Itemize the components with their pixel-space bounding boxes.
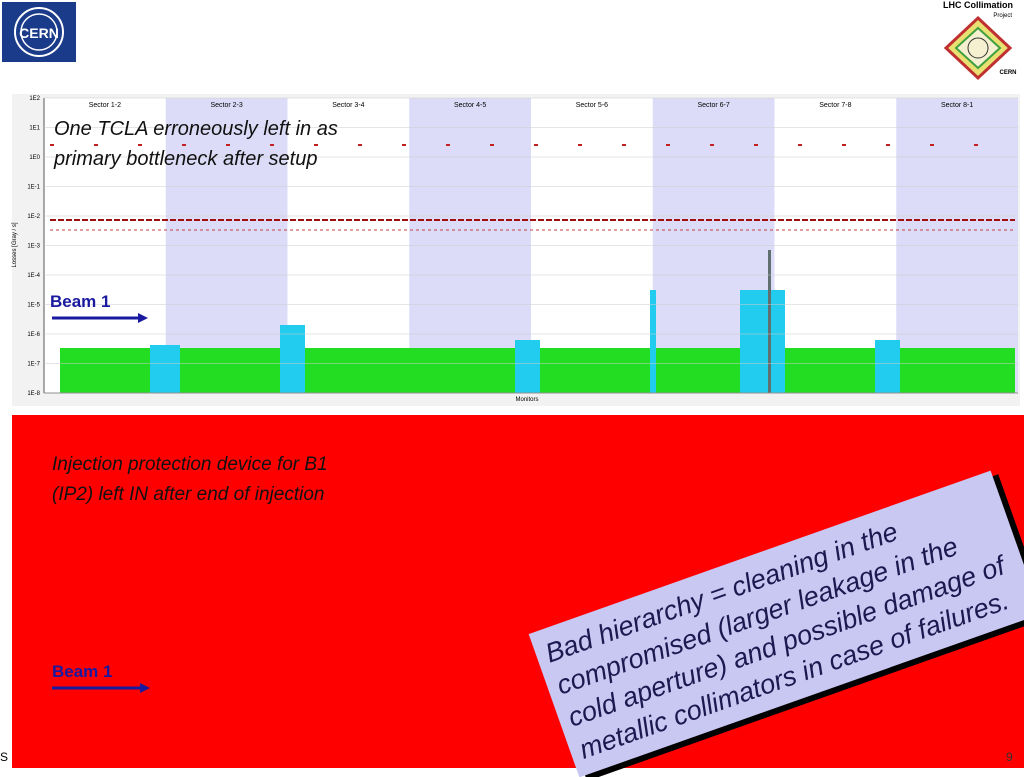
y-tick-label: 1E-4 bbox=[27, 273, 40, 279]
y-tick-label: 1E2 bbox=[29, 96, 40, 102]
beam-label: Beam 1 bbox=[52, 662, 113, 681]
logo-subtitle: Project bbox=[993, 13, 1012, 19]
y-tick-label: 1E1 bbox=[29, 126, 40, 132]
arrow-head bbox=[138, 313, 148, 323]
logo-title: LHC Collimation bbox=[943, 0, 1013, 10]
y-tick-label: 1E-3 bbox=[27, 244, 40, 250]
loss-map-annotation: One TCLA erroneously left in as primary … bbox=[54, 114, 338, 174]
cern-logo: CERN bbox=[2, 2, 76, 62]
sector-label: Sector 1-2 bbox=[89, 102, 121, 109]
logo-org: CERN bbox=[999, 70, 1016, 76]
logo-text: CERN bbox=[19, 25, 59, 41]
y-tick-label: 1E-1 bbox=[27, 185, 40, 191]
annotation-line: Injection protection device for B1 bbox=[52, 454, 328, 475]
sector-labels: Sector 1-2 Sector 2-3 Sector 3-4 Sector 4-5… bbox=[89, 102, 974, 109]
y-tick-label: 1E-8 bbox=[27, 391, 40, 397]
y-axis-label: Losses [Gray / s] bbox=[12, 222, 18, 267]
beam-label: Beam 1 bbox=[50, 292, 111, 311]
sector-label: Sector 2-3 bbox=[210, 102, 242, 109]
sector-label: Sector 3-4 bbox=[332, 102, 364, 109]
lhc-logo: LHC Collimation Project CERN bbox=[943, 0, 1017, 81]
sector-label: Sector 5-6 bbox=[576, 102, 608, 109]
sector-label: Sector 4-5 bbox=[454, 102, 486, 109]
beam-arrow bbox=[52, 683, 150, 693]
page-number: 9 bbox=[1006, 750, 1013, 764]
panel-annotation: Injection protection device for B1 (IP2)… bbox=[52, 450, 328, 510]
footer-left: S bbox=[0, 750, 9, 764]
x-axis-label: Monitors bbox=[515, 397, 538, 403]
y-tick-label: 1E0 bbox=[29, 155, 40, 161]
sector-label: Sector 7-8 bbox=[819, 102, 851, 109]
y-tick-label: 1E-5 bbox=[27, 303, 40, 309]
y-ticks: 1E2 1E1 1E0 1E-1 1E-2 1E-3 1E-4 1E-5 1E-6 1E-7 1E-… bbox=[27, 96, 1018, 397]
annotation-line: primary bottleneck after setup bbox=[54, 148, 318, 170]
y-tick-label: 1E-6 bbox=[27, 332, 40, 338]
annotation-line: One TCLA erroneously left in as bbox=[54, 118, 338, 140]
loss-traces bbox=[50, 144, 1015, 393]
annotation-line: (IP2) left IN after end of injection bbox=[52, 484, 325, 505]
y-tick-label: 1E-7 bbox=[27, 362, 40, 368]
sector-label: Sector 6-7 bbox=[697, 102, 729, 109]
y-tick-label: 1E-2 bbox=[27, 214, 40, 220]
sector-label: Sector 8-1 bbox=[941, 102, 973, 109]
